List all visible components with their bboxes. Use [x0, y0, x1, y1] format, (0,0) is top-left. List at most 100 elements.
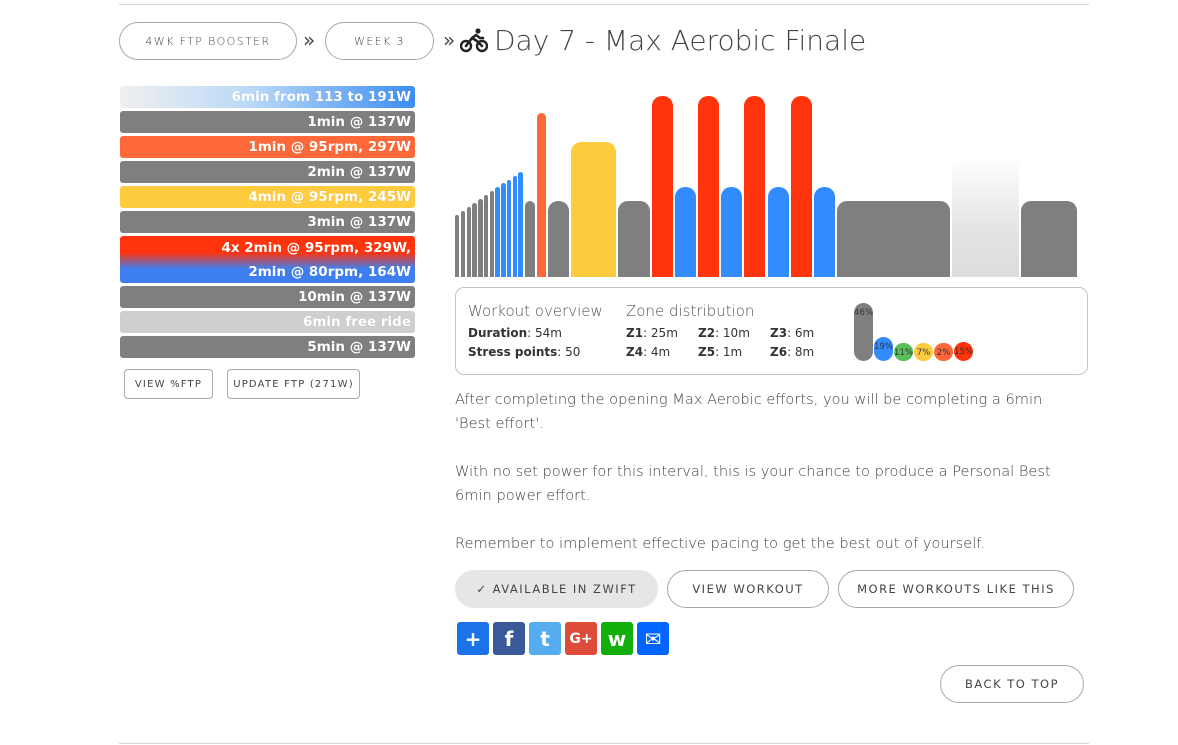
chart-bar [525, 201, 535, 277]
chart-bar-ramp-step [483, 195, 489, 277]
page-title: Day 7 - Max Aerobic Finale [460, 20, 866, 60]
available-in-zwift-button[interactable]: ✓ AVAILABLE IN ZWIFT [455, 570, 658, 608]
zone-label: Z5 [698, 345, 716, 359]
zone-bar: 11% [894, 343, 913, 361]
chart-bar-ramp-step [489, 191, 495, 277]
workout-chart [455, 84, 1078, 277]
chart-bar [790, 95, 812, 277]
view-ftp-button[interactable]: VIEW %FTP [124, 369, 213, 399]
zone-value: : 4m [643, 345, 671, 359]
back-to-top-button[interactable]: BACK TO TOP [940, 665, 1084, 703]
breadcrumb-week-link[interactable]: WEEK 3 [325, 22, 434, 60]
chart-bar [952, 157, 1020, 277]
chart-bar [767, 186, 789, 277]
workout-title: Day 7 - Max Aerobic Finale [494, 23, 867, 57]
cyclist-icon [460, 28, 488, 53]
stress-label: Stress points [468, 345, 558, 359]
zone-label: Z4 [626, 345, 644, 359]
chart-bar [536, 113, 547, 277]
chart-bar-ramp-step [512, 175, 518, 277]
interval-row-repeat: 4x 2min @ 95rpm, 329W, 2min @ 80rpm, 164… [120, 236, 415, 283]
zone-bar: 7% [914, 343, 933, 361]
view-workout-button[interactable]: VIEW WORKOUT [667, 570, 829, 608]
zone-bar: 2% [934, 343, 953, 361]
chart-bar [571, 141, 616, 277]
chart-bar-ramp-step [501, 183, 506, 277]
interval-row-label: 4x 2min @ 95rpm, 329W, [221, 240, 411, 256]
interval-row: 5min @ 137W [120, 336, 415, 358]
zone-label: Z6 [770, 345, 788, 359]
chart-bar [744, 95, 766, 277]
zone-z4: Z4: 4m [626, 345, 670, 359]
zone-label: Z2 [698, 326, 716, 340]
interval-row: 1min @ 137W [120, 111, 415, 133]
stress-value: : 50 [557, 345, 581, 359]
zone-value: : 6m [787, 326, 815, 340]
chart-bar [617, 201, 651, 277]
overview-heading: Workout overview [468, 302, 603, 320]
breadcrumb-separator: » [303, 28, 316, 52]
chart-bar-ramp-step [466, 206, 471, 277]
zone-value: : 1m [715, 345, 743, 359]
zone-z3: Z3: 6m [770, 326, 814, 340]
workout-description: After completing the opening Max Aerobic… [455, 388, 1075, 580]
zone-label: Z1 [626, 326, 644, 340]
chart-bar [836, 201, 951, 277]
chart-bar-ramp-step [455, 214, 460, 277]
zone-bar: 15% [954, 342, 973, 361]
chart-bar [1021, 201, 1077, 277]
chart-bar-ramp-step [518, 171, 523, 277]
duration: Duration: 54m [468, 326, 562, 340]
description-paragraph: After completing the opening Max Aerobic… [455, 391, 1043, 432]
duration-label: Duration [468, 326, 528, 340]
zone-bar: 46% [854, 303, 873, 361]
description-paragraph: Remember to implement effective pacing t… [455, 535, 986, 552]
share-plus-icon[interactable]: + [457, 622, 489, 655]
breadcrumb-separator: » [443, 28, 456, 52]
facebook-icon[interactable]: f [493, 622, 525, 655]
workout-overview-panel: Workout overview Duration: 54m Stress po… [455, 287, 1088, 375]
chart-bar [548, 201, 570, 277]
chart-bar-ramp-step [478, 199, 483, 277]
interval-row: 2min @ 137W [120, 161, 415, 183]
chart-bar-ramp-step [506, 179, 512, 277]
interval-list: 6min from 113 to 191W 1min @ 137W 1min @… [120, 86, 415, 361]
description-paragraph: With no set power for this interval, thi… [455, 463, 1051, 504]
chart-bar [813, 186, 835, 277]
top-divider [119, 4, 1089, 5]
zone-z1: Z1: 25m [626, 326, 678, 340]
interval-row: 4min @ 95rpm, 245W [120, 186, 415, 208]
chart-bar [721, 186, 743, 277]
zone-value: : 10m [715, 326, 750, 340]
zone-bar: 19% [874, 337, 893, 361]
chart-bar-ramp-step [495, 187, 500, 277]
interval-row-label: 2min @ 80rpm, 164W [248, 264, 411, 280]
bottom-divider [119, 743, 1089, 744]
zone-z5: Z5: 1m [698, 345, 742, 359]
stress-points: Stress points: 50 [468, 345, 580, 359]
interval-row: 6min from 113 to 191W [120, 86, 415, 108]
zone-z2: Z2: 10m [698, 326, 750, 340]
whatsapp-icon[interactable]: w [601, 622, 633, 655]
chart-bar [698, 95, 720, 277]
chart-bar [675, 186, 697, 277]
chart-bar-ramp-step [472, 202, 477, 277]
twitter-icon[interactable]: t [529, 622, 561, 655]
google-plus-icon[interactable]: G+ [565, 622, 597, 655]
more-workouts-button[interactable]: MORE WORKOUTS LIKE THIS [838, 570, 1074, 608]
interval-row: 6min free ride [120, 311, 415, 333]
zone-value: : 8m [787, 345, 815, 359]
email-icon[interactable]: ✉ [637, 622, 669, 655]
zone-value: : 25m [643, 326, 678, 340]
zone-heading: Zone distribution [626, 302, 755, 320]
zone-z6: Z6: 8m [770, 345, 814, 359]
zone-label: Z3 [770, 326, 788, 340]
chart-bar [652, 95, 674, 277]
breadcrumb-plan-link[interactable]: 4WK FTP BOOSTER [119, 22, 297, 60]
interval-row: 10min @ 137W [120, 286, 415, 308]
duration-value: : 54m [527, 326, 562, 340]
update-ftp-button[interactable]: UPDATE FTP (271W) [227, 369, 360, 399]
interval-row: 1min @ 95rpm, 297W [120, 136, 415, 158]
interval-row: 3min @ 137W [120, 211, 415, 233]
chart-bar-ramp-step [460, 210, 466, 277]
